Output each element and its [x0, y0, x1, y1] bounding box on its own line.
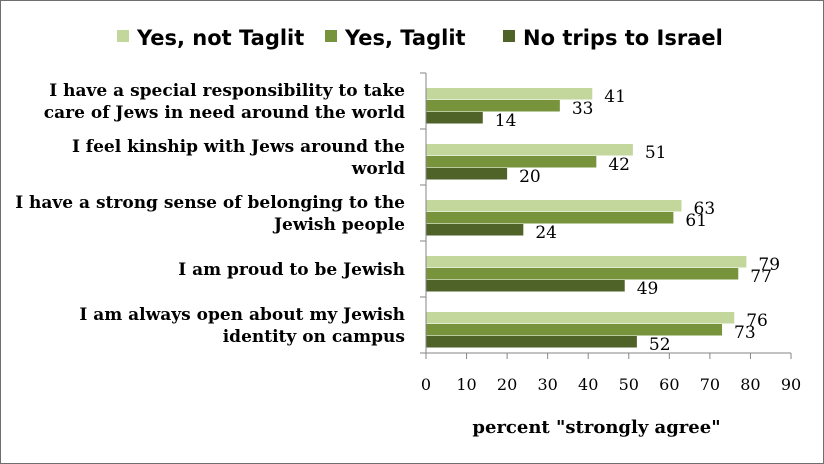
bar-3-1 [426, 200, 682, 212]
x-tick-label-1: 0 [421, 375, 431, 394]
category-label-line: I am always open about my Jewish [79, 305, 405, 325]
x-tick-label-10: 90 [781, 375, 801, 394]
category-label-5: I am always open about my Jewish identity… [79, 305, 405, 347]
bar-5-3 [426, 336, 637, 348]
category-label-1: I have a special responsibility to take c… [44, 81, 405, 123]
category-label-4: I am proud to be Jewish [178, 260, 405, 280]
bar-5-1 [426, 312, 735, 324]
bar-1-2 [426, 100, 560, 112]
data-label-2-1: 51 [645, 143, 667, 163]
bar-3-3 [426, 224, 524, 236]
data-label-5-2: 73 [734, 323, 756, 343]
data-label-4-3: 49 [637, 279, 659, 299]
data-label-5-3: 52 [649, 335, 671, 355]
bar-3-2 [426, 212, 674, 224]
bar-1-3 [426, 112, 483, 124]
legend-swatch-2 [325, 30, 337, 42]
category-label-3: I have a strong sense of belonging to th… [15, 193, 405, 235]
data-label-1-2: 33 [572, 99, 594, 119]
category-label-line: care of Jews in need around the world [44, 103, 405, 123]
data-label-2-3: 20 [519, 167, 541, 187]
category-label-line: I have a strong sense of belonging to th… [15, 193, 405, 213]
data-label-4-1: 79 [758, 255, 780, 275]
bar-2-2 [426, 156, 597, 168]
data-label-3-2: 61 [685, 211, 707, 231]
x-tick-label-6: 50 [619, 375, 639, 394]
data-label-1-1: 41 [604, 87, 626, 107]
x-tick-label-5: 40 [578, 375, 598, 394]
x-axis-title: percent "strongly agree" [472, 417, 720, 438]
x-tick-label-7: 60 [659, 375, 679, 394]
category-label-line: identity on campus [223, 327, 405, 347]
bar-5-2 [426, 324, 723, 336]
legend-label-2: Yes, Taglit [344, 26, 466, 50]
category-label-line: I feel kinship with Jews around the [72, 137, 405, 157]
legend-label-1: Yes, not Taglit [136, 26, 304, 50]
data-label-1-3: 14 [495, 111, 517, 131]
category-label-2: I feel kinship with Jews around the world [72, 137, 405, 179]
bar-4-1 [426, 256, 747, 268]
bar-4-2 [426, 268, 739, 280]
bar-4-3 [426, 280, 625, 292]
x-tick-label-2: 10 [456, 375, 476, 394]
legend-swatch-1 [117, 30, 129, 42]
category-label-line: I have a special responsibility to take [49, 81, 405, 101]
x-tick-label-9: 80 [740, 375, 760, 394]
legend-swatch-3 [503, 30, 515, 42]
data-label-3-1: 63 [694, 199, 716, 219]
x-tick-label-4: 30 [537, 375, 557, 394]
x-tick-label-8: 70 [700, 375, 720, 394]
data-label-3-3: 24 [535, 223, 557, 243]
data-label-4-2: 77 [750, 267, 772, 287]
category-label-line: Jewish people [272, 215, 405, 235]
category-label-line: I am proud to be Jewish [178, 260, 405, 280]
bar-2-3 [426, 168, 508, 180]
bar-2-1 [426, 144, 633, 156]
legend-label-3: No trips to Israel [523, 26, 723, 50]
data-label-2-2: 42 [608, 155, 630, 175]
category-label-line: world [351, 159, 405, 179]
data-label-5-1: 76 [746, 311, 768, 331]
bar-1-1 [426, 88, 593, 100]
x-tick-label-3: 20 [497, 375, 517, 394]
